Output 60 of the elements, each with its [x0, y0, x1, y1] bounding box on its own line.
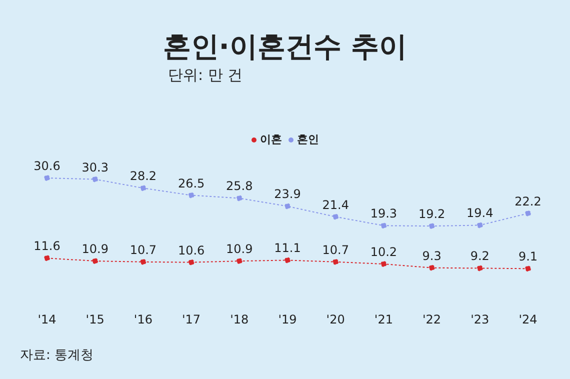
data-label: 10.2	[370, 245, 398, 259]
x-tick-label: '17	[182, 312, 201, 327]
point	[476, 222, 483, 228]
legend-label: 혼인	[297, 132, 319, 147]
point	[380, 222, 387, 229]
chart-title: 혼인·이혼건수 추이	[162, 29, 408, 65]
x-tick-label: '16	[134, 312, 152, 327]
point	[188, 192, 194, 198]
legend-label: 이혼	[260, 132, 282, 147]
x-tick-label: '20	[326, 312, 345, 327]
x-tick-label: '15	[86, 312, 104, 327]
data-label: 28.2	[130, 169, 157, 184]
point	[332, 214, 339, 220]
point	[140, 258, 146, 265]
x-tick-label: '19	[278, 312, 297, 327]
point	[428, 264, 435, 271]
data-label: 25.8	[226, 179, 253, 194]
text: 자료: 통계청	[20, 347, 94, 364]
data-label: 11.1	[274, 241, 301, 256]
data-label: 10.9	[226, 242, 253, 256]
data-label: 30.6	[34, 159, 60, 173]
point	[476, 265, 483, 272]
data-label: 21.4	[322, 198, 349, 212]
data-label: 9.1	[518, 250, 538, 264]
point	[140, 185, 146, 192]
x-tick-label: '24	[518, 312, 538, 327]
data-label: 19.4	[466, 206, 494, 220]
x-tick-label: '18	[230, 312, 249, 327]
data-label: 9.2	[470, 249, 490, 264]
point	[92, 258, 98, 264]
point	[236, 258, 242, 264]
chart-subtitle: 단위: 만 건	[168, 66, 243, 85]
x-tick-label: '23	[470, 312, 490, 327]
data-label: 11.6	[34, 239, 60, 254]
data-label: 23.9	[274, 187, 301, 202]
data-label: 26.5	[178, 176, 205, 190]
point	[428, 223, 435, 230]
point	[284, 257, 290, 264]
data-label: 19.3	[370, 206, 398, 221]
data-label: 10.9	[82, 242, 108, 256]
x-tick-label: '22	[422, 312, 442, 327]
point	[284, 203, 290, 210]
data-label: 30.3	[82, 160, 108, 174]
data-label: 10.7	[130, 242, 157, 257]
point	[380, 261, 387, 267]
point	[92, 176, 98, 182]
point	[188, 259, 194, 266]
data-label: 19.2	[418, 207, 446, 222]
point	[332, 258, 339, 265]
x-tick-label: '14	[38, 312, 56, 327]
point	[525, 210, 531, 216]
data-label: 9.3	[422, 248, 442, 263]
point	[44, 255, 50, 262]
point	[236, 195, 242, 202]
point	[525, 266, 531, 272]
x-tick-label: '21	[374, 312, 393, 327]
data-label: 10.7	[322, 242, 349, 257]
data-label: 22.2	[514, 194, 542, 208]
point	[44, 175, 50, 181]
data-label: 10.6	[178, 243, 205, 258]
